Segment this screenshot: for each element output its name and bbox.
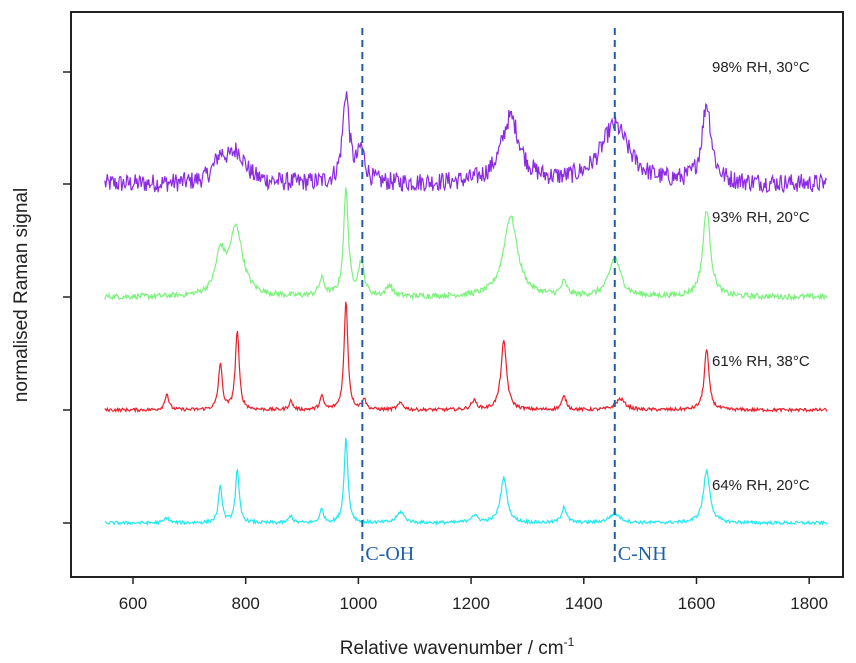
series-label-3: 61% RH, 38°C [712,353,810,370]
y-ticks [63,71,71,524]
series-line-3 [104,301,828,414]
series-label-2: 93% RH, 20°C [712,209,810,226]
marker-label-1: C-OH [365,543,414,565]
x-tick-label-600: 600 [119,594,147,613]
plot-frame [70,11,844,578]
x-tick-label-1800: 1800 [790,594,828,613]
x-tick-label-1400: 1400 [565,594,603,613]
series-line-1 [104,91,828,194]
series-label-1: 98% RH, 30°C [712,59,810,76]
y-axis-title: normalised Raman signal [11,188,32,402]
x-axis-title-main: Relative wavenumber / cm [340,638,564,659]
x-tick-label-1000: 1000 [339,594,377,613]
annotation-layer: C-OH C-NH [361,28,667,565]
x-axis-title: Relative wavenumber / cm-1 [340,635,575,659]
x-tick-label-1600: 1600 [678,594,716,613]
series-line-2 [104,187,828,302]
series-line-4 [104,437,828,527]
series-label-4: 64% RH, 20°C [712,477,810,494]
x-tick-label-1200: 1200 [452,594,490,613]
marker-label-2: C-NH [618,543,667,565]
x-tick-label-800: 800 [231,594,259,613]
series-layer [104,91,828,527]
x-axis-title-sup: -1 [564,635,575,649]
x-ticks: 600 800 1000 1200 1400 1600 1800 [119,577,828,613]
series-labels: 98% RH, 30°C 93% RH, 20°C 61% RH, 38°C 64% … [712,59,810,494]
